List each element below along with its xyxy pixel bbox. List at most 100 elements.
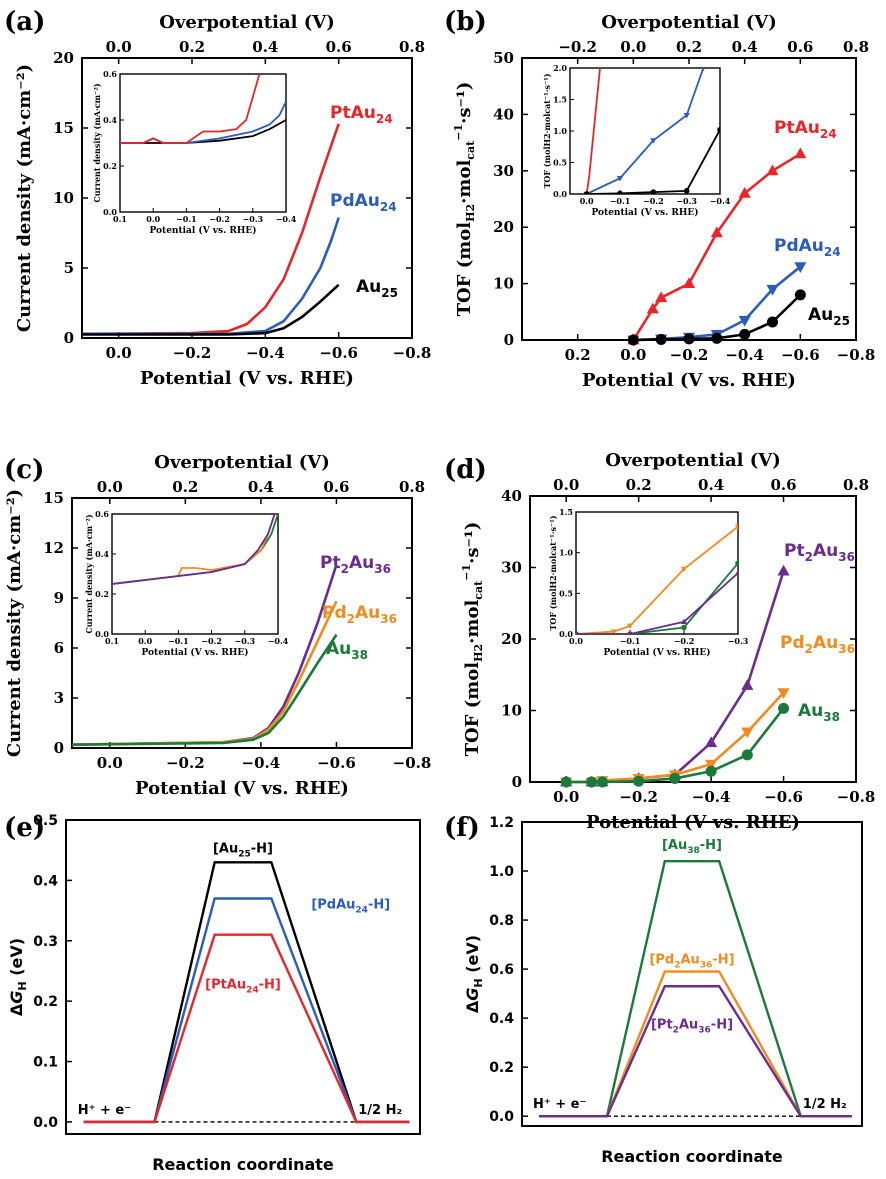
- data-point-Au25: [655, 333, 667, 345]
- y-tick-label: 0.1: [33, 1055, 58, 1071]
- data-point-PtAu24: [655, 291, 668, 303]
- panel-label: (b): [444, 7, 487, 37]
- x-tick-label: −0.4: [246, 344, 285, 362]
- panel-d: (d) 0.0 −0.2 −0.4 −0.6 −0.8 0.0 0.2 0.4 0.6 0.8 0 10…: [444, 450, 875, 833]
- y-tick-label: 0.4: [489, 1011, 514, 1027]
- inset-data-point: [626, 623, 634, 630]
- x-tick-label: −0.2: [619, 788, 658, 806]
- energy-label-[PdAu24-H]: [PdAu24-H]: [311, 898, 390, 916]
- data-point-PtAu24: [738, 187, 751, 198]
- data-point-Au38: [778, 702, 790, 714]
- inset-c: 0.1 0.0 −0.1 −0.2 −0.3 −0.40.00.20.40.6Potent…: [84, 509, 289, 658]
- series-label-Pd2Au36: Pd2Au36: [322, 603, 397, 626]
- inset-data-point: [735, 560, 738, 567]
- y-tick-label: 0.5: [33, 813, 58, 829]
- inset-data-point: [650, 138, 657, 144]
- inset-series-group: [120, 74, 286, 144]
- series-label-PdAu24: PdAu24: [330, 191, 397, 214]
- panel-e: (e) 0.0 0.1 0.2 0.3 0.4 0.5 Reaction coordinate…: [4, 813, 421, 1174]
- y-tick-label: 30: [501, 559, 522, 577]
- energy-path-[Pt2Au36-H]: [539, 985, 852, 1118]
- top-tick-label: 0.6: [323, 478, 349, 496]
- y-tick-label: 0.3: [33, 934, 58, 950]
- x-tick-label: −0.6: [317, 754, 356, 772]
- inset-data-point: [583, 191, 590, 194]
- energy-label-[PtAu24-H]: [PtAu24-H]: [205, 978, 281, 996]
- inset-x-tick-label: −0.1: [176, 214, 197, 224]
- x-axis-label: Potential (V vs. RHE): [582, 370, 796, 391]
- panel-label: (c): [4, 455, 44, 485]
- energy-path-[PtAu24-H]: [83, 933, 410, 1124]
- inset-series-line: [120, 74, 261, 144]
- x-tick-label: −0.6: [319, 344, 358, 362]
- data-point-Pd2Au36: [777, 688, 790, 699]
- top-tick-label: 0.4: [252, 38, 278, 56]
- x-tick-label: 0.0: [620, 346, 646, 364]
- series-label-Pt2Au36: Pt2Au36: [320, 553, 391, 576]
- inset-x-tick-label: 0.0: [580, 196, 594, 206]
- series-label-Au38: Au38: [326, 639, 368, 662]
- inset-y-tick-label: 0.0: [103, 207, 117, 217]
- top-tick-label: 0.6: [771, 476, 797, 494]
- top-tick-label: 0.0: [553, 476, 579, 494]
- y-tick-label: 0: [504, 331, 514, 349]
- top-tick-label: 0.4: [732, 38, 758, 56]
- y-tick-label: 0.2: [489, 1060, 514, 1076]
- inset-x-tick-label: −0.4: [710, 196, 731, 206]
- data-point-PdAu24: [738, 315, 751, 327]
- inset-series-group: [583, 68, 720, 194]
- x-tick-label: −0.2: [670, 346, 709, 364]
- y-tick-label: 10: [53, 189, 74, 207]
- panel-f: (f) 0.0 0.2 0.4 0.6 0.8 1.0 1.2 Reaction coordin…: [444, 813, 863, 1166]
- inset-y-axis-label: TOF (molH2·molcat⁻¹·s⁻¹): [548, 515, 558, 630]
- y-tick-label: 5: [64, 259, 74, 277]
- series-label-PtAu24: PtAu24: [330, 103, 393, 126]
- inset-x-tick-label: −0.4: [268, 636, 289, 646]
- inset-x-tick-label: −0.3: [728, 636, 749, 646]
- y-tick-label: 0.8: [489, 913, 514, 929]
- inset-x-tick-label: 0.0: [146, 214, 160, 224]
- top-tick-label: −0.2: [558, 38, 597, 56]
- top-tick-label: 0.8: [843, 476, 869, 494]
- inset-x-tick-label: −0.2: [209, 214, 230, 224]
- y-tick-label: 0.2: [33, 994, 58, 1010]
- right-state-label: 1/2 H₂: [803, 1097, 847, 1112]
- top-tick-label: 0.8: [399, 38, 425, 56]
- top-axis-title: Overpotential (V): [154, 452, 329, 473]
- inset-y-tick-label: 0.4: [103, 115, 117, 125]
- inset-series-group: [576, 524, 738, 634]
- panel-label: (d): [444, 455, 487, 485]
- inset-y-axis-label: TOF (molH2·molcat⁻¹·s⁻¹): [542, 73, 552, 188]
- inset-y-tick-label: 0.4: [95, 549, 109, 559]
- y-tick-label: 40: [501, 487, 522, 505]
- inset-y-tick-label: 0.0: [95, 629, 109, 639]
- y-tick-label: 10: [501, 702, 522, 720]
- energy-label-[Pt2Au36-H]: [Pt2Au36-H]: [651, 1017, 733, 1035]
- inset-frame: [575, 511, 739, 635]
- inset-y-tick-label: 0.6: [95, 509, 109, 519]
- series-label-Pt2Au36: Pt2Au36: [784, 541, 855, 564]
- x-tick-label: −0.4: [725, 346, 764, 364]
- right-state-label: 1/2 H₂: [358, 1103, 402, 1118]
- inset-x-tick-label: −0.2: [643, 196, 664, 206]
- panel-a: (a) 0.0 −0.2 −0.4 −0.6 −0.8 0.0 0.2 0.4 0.6 0.8 0 5 1…: [4, 7, 431, 389]
- inset-y-axis-label: Current density (mA·cm⁻²): [84, 514, 94, 633]
- inset-data-point: [628, 630, 632, 634]
- inset-y-tick-label: 0.0: [559, 629, 573, 639]
- y-tick-label: 40: [493, 105, 514, 123]
- inset-x-tick-label: −0.1: [610, 196, 631, 206]
- x-tick-label: −0.2: [173, 344, 212, 362]
- inset-x-tick-label: −0.1: [168, 636, 189, 646]
- inset-y-axis-label: Current density (mA·cm⁻²): [92, 83, 102, 202]
- inset-x-tick-label: −0.4: [276, 214, 297, 224]
- panel-label: (e): [4, 813, 45, 843]
- y-axis-label: Current density (mA·cm⁻²): [14, 64, 35, 332]
- x-tick-label: 0.2: [565, 346, 591, 364]
- inset-data-point: [617, 190, 623, 194]
- y-tick-label: 50: [493, 49, 514, 67]
- x-tick-label: −0.4: [692, 788, 731, 806]
- y-tick-label: 0.0: [489, 1109, 514, 1125]
- x-tick-label: −0.2: [166, 754, 205, 772]
- data-point-Au38: [741, 749, 753, 761]
- y-tick-label: 15: [43, 489, 64, 507]
